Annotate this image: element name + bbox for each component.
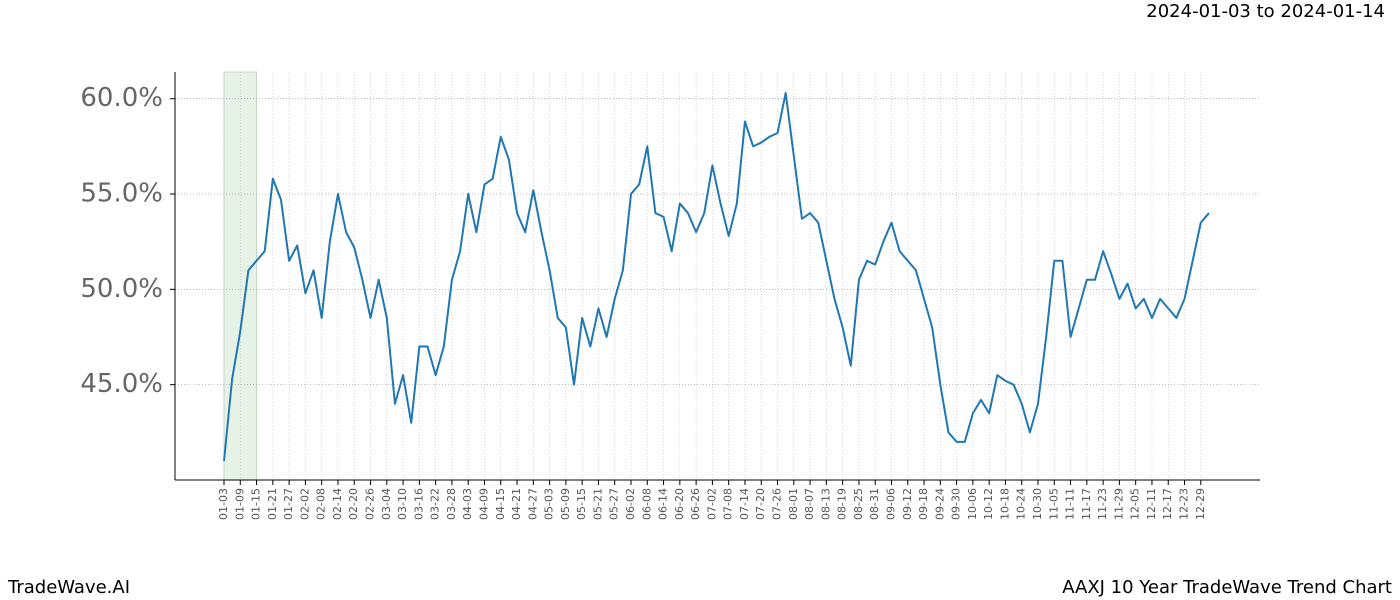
x-tick-label: 04-03	[461, 488, 474, 520]
chart-title: AAXJ 10 Year TradeWave Trend Chart	[1062, 577, 1392, 598]
x-tick-label: 05-21	[591, 488, 604, 520]
x-tick-label: 05-03	[543, 488, 556, 520]
x-tick-label: 12-05	[1129, 488, 1142, 520]
x-tick-label: 09-30	[950, 488, 963, 520]
x-tick-label: 09-24	[933, 488, 946, 520]
x-tick-label: 06-26	[689, 488, 702, 520]
x-tick-label: 02-20	[347, 488, 360, 520]
trend-line	[223, 91, 1210, 462]
x-tick-label: 05-27	[608, 488, 621, 520]
x-tick-label: 09-18	[917, 488, 930, 520]
x-tick-label: 10-18	[998, 488, 1011, 520]
x-tick-label: 05-09	[559, 488, 572, 520]
x-tick-label: 01-03	[217, 488, 230, 520]
x-tick-label: 06-02	[624, 488, 637, 520]
date-range: 2024-01-03 to 2024-01-14	[1146, 1, 1385, 22]
x-tick-label: 11-11	[1064, 488, 1077, 520]
x-tick-label: 11-29	[1112, 488, 1125, 520]
x-tick-label: 08-19	[836, 488, 849, 520]
x-tick-label: 08-31	[868, 488, 881, 520]
x-tick-label: 04-09	[477, 488, 490, 520]
y-tick-label: 55.0%	[80, 179, 163, 209]
x-tick-label: 08-07	[803, 488, 816, 520]
x-tick-label: 06-20	[673, 488, 686, 520]
x-tick-label: 12-29	[1194, 488, 1207, 520]
y-tick-label: 60.0%	[80, 83, 163, 113]
x-tick-label: 04-21	[510, 488, 523, 520]
x-tick-label: 11-23	[1096, 488, 1109, 520]
x-tick-label: 05-15	[575, 488, 588, 520]
x-tick-label: 11-17	[1080, 488, 1093, 520]
x-tick-label: 08-25	[852, 488, 865, 520]
x-tick-label: 03-22	[429, 488, 442, 520]
x-tick-label: 12-11	[1145, 488, 1158, 520]
x-tick-label: 03-10	[396, 488, 409, 520]
x-tick-label: 01-15	[250, 488, 263, 520]
x-tick-label: 10-24	[1015, 488, 1028, 520]
x-tick-label: 09-12	[901, 488, 914, 520]
x-tick-label: 02-26	[364, 488, 377, 520]
x-tick-label: 04-27	[526, 488, 539, 520]
x-tick-label: 09-06	[884, 488, 897, 520]
x-tick-label: 02-08	[315, 488, 328, 520]
x-tick-label: 10-06	[966, 488, 979, 520]
x-tick-label: 07-26	[771, 488, 784, 520]
brand: TradeWave.AI	[7, 577, 130, 598]
x-tick-label: 03-04	[380, 488, 393, 520]
x-tick-label: 07-14	[738, 488, 751, 520]
x-tick-label: 11-05	[1047, 488, 1060, 520]
x-tick-label: 07-20	[754, 488, 767, 520]
x-tick-label: 02-02	[298, 488, 311, 520]
x-tick-label: 03-28	[445, 488, 458, 520]
x-tick-label: 01-27	[282, 488, 295, 520]
x-tick-label: 10-12	[982, 488, 995, 520]
x-tick-label: 07-08	[722, 488, 735, 520]
x-tick-label: 06-14	[657, 488, 670, 520]
x-tick-label: 07-02	[705, 488, 718, 520]
x-tick-label: 01-21	[266, 488, 279, 520]
x-tick-label: 12-17	[1161, 488, 1174, 520]
x-tick-label: 03-16	[412, 488, 425, 520]
x-tick-label: 01-09	[233, 488, 246, 520]
x-tick-label: 02-14	[331, 488, 344, 520]
x-tick-label: 06-08	[640, 488, 653, 520]
y-tick-label: 45.0%	[80, 369, 163, 399]
y-tick-label: 50.0%	[80, 274, 163, 304]
x-tick-label: 08-01	[787, 488, 800, 520]
x-tick-label: 10-30	[1031, 488, 1044, 520]
x-tick-label: 08-13	[819, 488, 832, 520]
x-tick-label: 04-15	[494, 488, 507, 520]
x-tick-label: 12-23	[1178, 488, 1191, 520]
